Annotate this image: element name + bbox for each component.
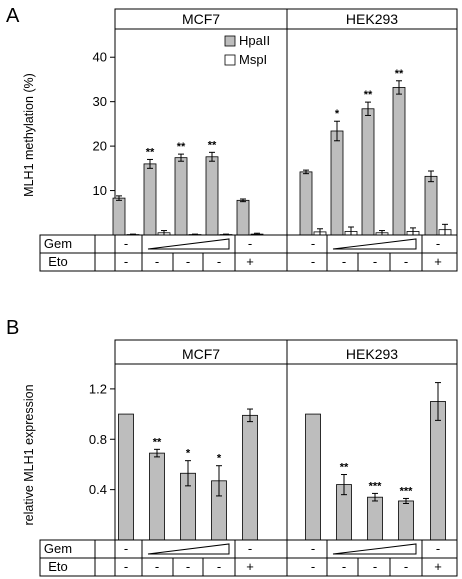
- legend-swatch: [224, 35, 236, 47]
- significance-label: **: [146, 146, 155, 158]
- bar: [424, 175, 438, 236]
- condition-symbol: -: [311, 541, 315, 556]
- y-tick-label: 40: [93, 50, 107, 65]
- condition-symbol: -: [436, 236, 440, 251]
- bar: [330, 130, 344, 236]
- significance-label: **: [395, 68, 404, 80]
- condition-symbol: -: [342, 559, 346, 574]
- condition-symbol: +: [246, 559, 254, 574]
- y-tick-label: 10: [93, 183, 107, 198]
- bar: [299, 171, 313, 236]
- condition-symbol: -: [155, 559, 159, 574]
- condition-symbol: +: [246, 254, 254, 269]
- significance-label: ***: [369, 480, 383, 492]
- condition-symbol: -: [124, 236, 128, 251]
- bar: [367, 496, 383, 541]
- significance-label: **: [364, 89, 373, 101]
- significance-label: ***: [400, 485, 414, 497]
- significance-label: **: [208, 139, 217, 151]
- significance-label: *: [217, 453, 222, 465]
- significance-label: **: [153, 436, 162, 448]
- significance-label: **: [340, 462, 349, 474]
- condition-row-label: Gem: [44, 236, 72, 251]
- y-axis-label: MLH1 methylation (%): [22, 73, 36, 197]
- bar: [392, 87, 406, 236]
- y-axis-label: relative MLH1 expression: [22, 384, 36, 525]
- condition-symbol: -: [404, 254, 408, 269]
- condition-symbol: -: [217, 254, 221, 269]
- legend-label: HpaII: [239, 33, 270, 48]
- plot-frame: [114, 8, 458, 236]
- group-label: MCF7: [182, 11, 220, 27]
- bar: [118, 413, 134, 541]
- bar: [149, 452, 165, 541]
- bar: [398, 500, 414, 541]
- condition-row-label: Eto: [48, 254, 68, 269]
- group-label: HEK293: [346, 346, 398, 362]
- condition-symbol: -: [373, 559, 377, 574]
- condition-symbol: +: [434, 254, 442, 269]
- condition-symbol: -: [311, 559, 315, 574]
- bar: [361, 108, 375, 236]
- panel-letter-b: B: [6, 317, 19, 339]
- condition-symbol: +: [434, 559, 442, 574]
- condition-symbol: -: [248, 541, 252, 556]
- panel-letter-a: A: [6, 5, 20, 27]
- condition-symbol: -: [311, 236, 315, 251]
- condition-row-label: Gem: [44, 541, 72, 556]
- condition-symbol: -: [186, 254, 190, 269]
- bar: [430, 401, 446, 541]
- condition-symbol: -: [248, 236, 252, 251]
- y-tick-label: 30: [93, 94, 107, 109]
- bar: [305, 413, 321, 541]
- condition-symbol: -: [124, 541, 128, 556]
- condition-symbol: -: [373, 254, 377, 269]
- y-tick-label: 20: [93, 139, 107, 154]
- gem-concentration-ramp: [147, 238, 230, 250]
- gem-concentration-ramp: [332, 543, 417, 555]
- group-label: MCF7: [182, 346, 220, 362]
- y-tick-label: 0.4: [89, 482, 107, 497]
- bar: [236, 199, 250, 236]
- condition-symbol: -: [124, 559, 128, 574]
- condition-symbol: -: [311, 254, 315, 269]
- condition-symbol: -: [186, 559, 190, 574]
- y-tick-label: 0.8: [89, 432, 107, 447]
- legend-swatch: [224, 54, 236, 66]
- condition-symbol: -: [155, 254, 159, 269]
- significance-label: *: [335, 108, 340, 120]
- gem-concentration-ramp: [147, 543, 230, 555]
- significance-label: *: [186, 448, 191, 460]
- condition-symbol: -: [436, 541, 440, 556]
- bar: [205, 156, 219, 236]
- group-label: HEK293: [346, 11, 398, 27]
- gem-concentration-ramp: [332, 238, 417, 250]
- bar: [112, 197, 126, 236]
- expression-chart: MCF7 HEK293 0.4 0.8 1.2 relative MLH1 express…: [22, 339, 458, 577]
- condition-symbol: -: [342, 254, 346, 269]
- legend-label: MspI: [239, 52, 267, 67]
- condition-symbol: -: [404, 559, 408, 574]
- bar: [174, 157, 188, 236]
- bar: [143, 163, 157, 236]
- condition-symbol: -: [217, 559, 221, 574]
- y-tick-label: 1.2: [89, 381, 107, 396]
- significance-label: **: [177, 141, 186, 153]
- condition-symbol: -: [124, 254, 128, 269]
- condition-row-label: Eto: [48, 559, 68, 574]
- bar: [242, 414, 258, 541]
